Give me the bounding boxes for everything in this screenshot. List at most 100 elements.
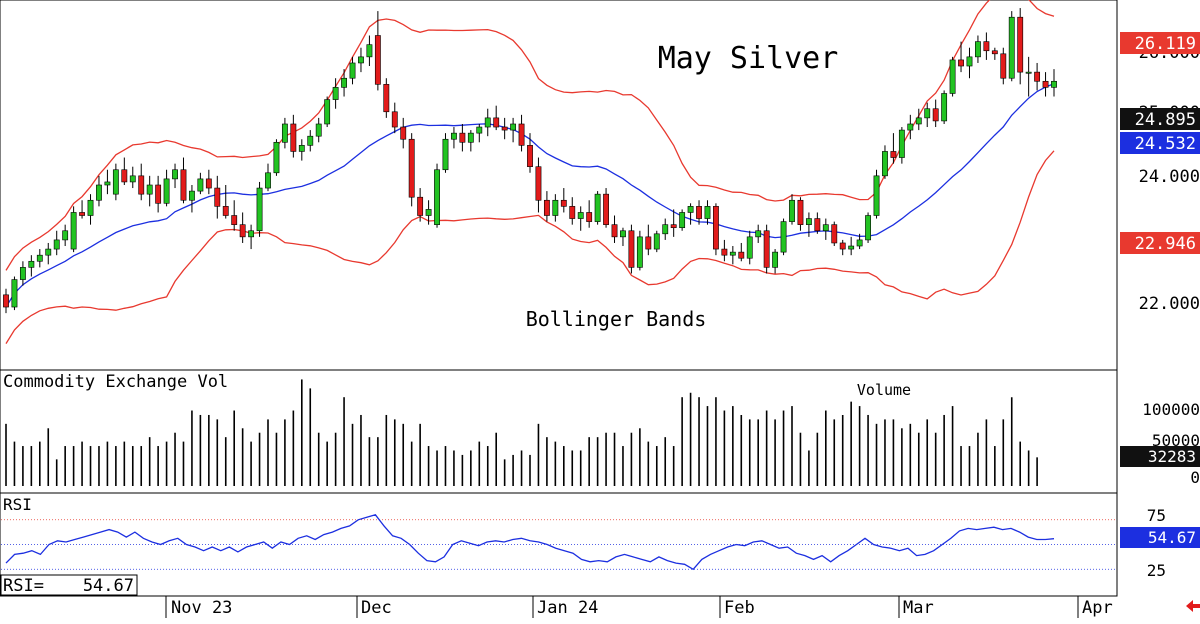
candle-body <box>746 236 753 259</box>
candle-body <box>763 230 770 268</box>
rsi-badge: 54.67 <box>1120 527 1200 548</box>
x-tick-label: Apr <box>1082 598 1113 618</box>
candlestick <box>594 191 601 225</box>
rsi-readout-box <box>0 574 138 596</box>
candle-body <box>1017 16 1024 73</box>
candlestick <box>983 32 990 60</box>
candlestick <box>121 157 128 185</box>
rsi-y-tick: 75 <box>1147 506 1166 525</box>
candlestick <box>11 276 18 311</box>
candle-body <box>172 169 178 180</box>
bollinger-label: Bollinger Bands <box>526 307 707 331</box>
candle-body <box>873 175 880 216</box>
candlestick <box>645 224 652 256</box>
candle-body <box>543 199 550 216</box>
candlestick <box>966 47 973 79</box>
candle-body <box>358 56 364 64</box>
candlestick <box>341 69 347 97</box>
candlestick <box>315 117 322 143</box>
candlestick <box>366 35 373 67</box>
candle-body <box>324 99 331 125</box>
x-tick-label: Jan 24 <box>537 598 598 618</box>
candlestick <box>932 99 939 128</box>
candlestick <box>138 163 145 201</box>
candle-body <box>400 126 407 140</box>
candle-body <box>146 184 153 195</box>
candle-body <box>865 215 871 241</box>
candlestick <box>543 191 550 222</box>
candlestick <box>1051 69 1057 97</box>
candle-body <box>645 236 652 250</box>
candle-body <box>1025 71 1032 74</box>
candlestick <box>493 105 500 131</box>
candlestick <box>603 188 609 228</box>
candle-body <box>839 242 846 250</box>
candlestick <box>949 56 956 97</box>
candle-body <box>391 111 398 128</box>
volume-label: Volume <box>857 381 911 399</box>
candlestick <box>1017 8 1024 85</box>
volume-y-tick: 100000 <box>1142 400 1200 419</box>
candlestick <box>991 47 998 60</box>
candle-body <box>467 132 474 143</box>
candlestick <box>915 108 922 131</box>
candlestick <box>281 117 288 149</box>
candlestick <box>307 130 314 152</box>
candlestick <box>856 233 863 250</box>
candle-body <box>290 123 297 152</box>
candle-body <box>248 230 255 238</box>
candle-body <box>239 224 246 238</box>
candlestick <box>958 41 964 73</box>
candle-body <box>45 248 52 256</box>
candle-body <box>11 279 18 308</box>
candlestick <box>772 249 779 274</box>
candle-body <box>713 206 719 250</box>
candle-body <box>501 126 508 131</box>
candlestick <box>501 117 508 140</box>
candle-body <box>383 84 390 113</box>
candle-body <box>129 175 136 183</box>
candle-body <box>729 251 736 256</box>
candle-body <box>442 138 449 171</box>
candle-body <box>535 166 542 201</box>
candle-body <box>527 145 533 167</box>
candle-body <box>180 169 187 201</box>
rsi-y-tick: 25 <box>1147 561 1166 580</box>
candle-body <box>19 267 26 280</box>
candlestick <box>577 206 584 231</box>
candlestick <box>822 218 829 240</box>
candlestick <box>484 108 491 137</box>
candlestick <box>729 246 736 265</box>
candle-body <box>941 93 948 122</box>
candlestick <box>611 215 618 243</box>
candle-body <box>653 233 660 250</box>
candlestick <box>146 175 153 207</box>
volume-panel-frame <box>0 369 1118 494</box>
lower-band-badge-label: 22.946 <box>1135 234 1196 254</box>
candle-body <box>704 206 711 219</box>
candlestick <box>704 200 711 225</box>
candle-body <box>408 138 415 198</box>
candle-body <box>53 239 60 250</box>
candle-body <box>670 224 677 229</box>
candle-body <box>476 126 483 134</box>
candle-body <box>189 190 195 201</box>
candlestick <box>907 114 914 140</box>
candle-body <box>890 151 897 158</box>
x-tick-label: Feb <box>724 598 755 618</box>
candlestick <box>442 133 449 173</box>
candlestick <box>797 197 804 231</box>
candlestick <box>349 56 356 85</box>
candle-body <box>484 117 491 128</box>
candlestick <box>189 185 195 213</box>
candle-body <box>586 212 593 222</box>
scroll-right-arrow-icon[interactable] <box>1186 600 1200 612</box>
candle-body <box>755 230 762 238</box>
volume-y-tick: 50000 <box>1152 431 1200 450</box>
candlestick <box>45 242 52 265</box>
candle-body <box>1051 80 1057 88</box>
candlestick <box>70 206 77 253</box>
candle-body <box>662 224 669 235</box>
